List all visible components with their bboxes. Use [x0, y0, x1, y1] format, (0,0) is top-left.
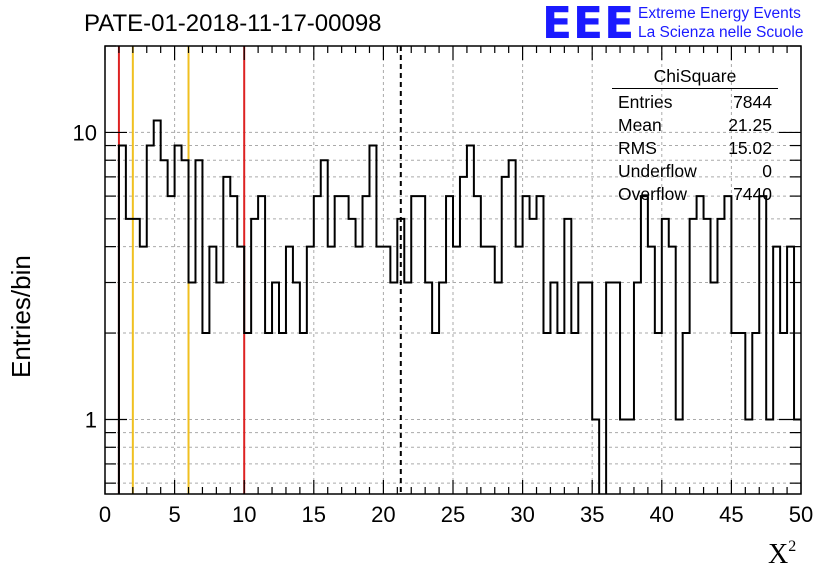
histogram-series [117, 119, 801, 494]
y-axis-label: Entries/bin [6, 255, 36, 378]
stats-row-rms: RMS 15.02 [612, 137, 778, 160]
logo-line-2: La Scienza nelle Scuole [638, 24, 804, 41]
stats-label: Mean [618, 115, 662, 135]
stats-label: Entries [618, 92, 673, 112]
stats-value: 7440 [733, 184, 772, 204]
stats-row-entries: Entries 7844 [612, 91, 778, 114]
eee-logo: EEE [542, 0, 636, 49]
x-tick-label: 45 [719, 502, 743, 527]
y-tick-label: 1 [85, 407, 97, 432]
x-tick-label: 40 [650, 502, 674, 527]
stats-label: RMS [618, 138, 657, 158]
stats-label: Overflow [618, 184, 688, 204]
x-axis-label-base: X [768, 539, 789, 570]
x-tick-label: 25 [441, 502, 465, 527]
x-tick-label: 20 [371, 502, 395, 527]
stats-value: 15.02 [728, 138, 772, 158]
stats-box: ChiSquare Entries 7844 Mean 21.25 RMS 15… [612, 66, 778, 206]
x-tick-label: 50 [789, 502, 813, 527]
x-tick-label: 0 [99, 502, 111, 527]
stats-row-underflow: Underflow 0 [612, 160, 778, 183]
stats-row-mean: Mean 21.25 [612, 114, 778, 137]
logo-line-1: Extreme Energy Events [638, 5, 801, 22]
x-tick-label: 35 [580, 502, 604, 527]
x-axis-label-superscript: 2 [788, 538, 797, 555]
stats-value: 7844 [733, 92, 772, 112]
stats-value: 0 [762, 161, 772, 181]
x-tick-label: 30 [510, 502, 534, 527]
stats-row-overflow: Overflow 7440 [612, 183, 778, 206]
x-tick-label: 10 [232, 502, 256, 527]
y-tick-label: 10 [73, 120, 97, 145]
stats-label: Underflow [618, 161, 697, 181]
stats-title: ChiSquare [612, 66, 778, 89]
stats-value: 21.25 [728, 115, 772, 135]
x-axis-label: X2 [768, 538, 796, 571]
x-tick-label: 5 [168, 502, 180, 527]
x-tick-label: 15 [302, 502, 326, 527]
chart-title: PATE-01-2018-11-17-00098 [84, 10, 382, 37]
